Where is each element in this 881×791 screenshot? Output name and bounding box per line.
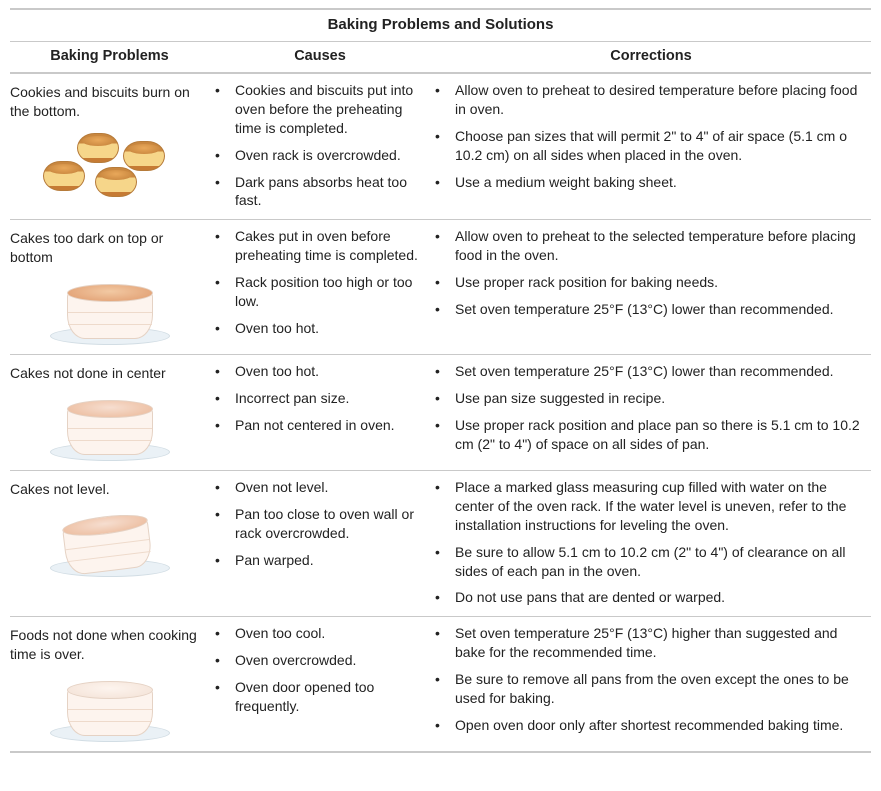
corrections-list: Allow oven to preheat to desired tempera… — [435, 81, 867, 191]
list-item: Do not use pans that are dented or warpe… — [435, 588, 867, 607]
table-row: Cakes not level. Oven not level. Pan too c… — [10, 471, 871, 617]
list-item: Use pan size suggested in recipe. — [435, 389, 867, 408]
list-item: Choose pan sizes that will permit 2" to … — [435, 127, 867, 165]
problem-illustration — [10, 672, 209, 742]
list-item: Use proper rack position for baking need… — [435, 273, 867, 292]
list-item: Pan too close to oven wall or rack overc… — [215, 505, 425, 543]
problem-illustration — [10, 275, 209, 345]
problem-text: Cakes too dark on top or bottom — [10, 227, 209, 267]
list-item: Pan warped. — [215, 551, 425, 570]
list-item: Set oven temperature 25°F (13°C) higher … — [435, 624, 867, 662]
table-row: Cookies and biscuits burn on the bottom.… — [10, 74, 871, 220]
causes-list: Oven too cool. Oven overcrowded. Oven door… — [215, 624, 425, 716]
problem-illustration — [10, 391, 209, 461]
table-row: Cakes too dark on top or bottomCakes put… — [10, 220, 871, 355]
list-item: Oven too cool. — [215, 624, 425, 643]
causes-list: Oven not level. Pan too close to oven wal… — [215, 478, 425, 570]
causes-list: Cookies and biscuits put into oven befor… — [215, 81, 425, 210]
problem-illustration — [10, 129, 209, 199]
problem-illustration — [10, 507, 209, 577]
list-item: Place a marked glass measuring cup fille… — [435, 478, 867, 535]
biscuits-icon — [35, 133, 185, 199]
list-item: Set oven temperature 25°F (13°C) lower t… — [435, 362, 867, 381]
list-item: Allow oven to preheat to the selected te… — [435, 227, 867, 265]
list-item: Dark pans absorbs heat too fast. — [215, 173, 425, 211]
problem-text: Cookies and biscuits burn on the bottom. — [10, 81, 209, 121]
list-item: Rack position too high or too low. — [215, 273, 425, 311]
list-item: Open oven door only after shortest recom… — [435, 716, 867, 735]
list-item: Oven not level. — [215, 478, 425, 497]
table-row: Foods not done when cooking time is over… — [10, 617, 871, 753]
header-causes: Causes — [215, 42, 435, 72]
list-item: Set oven temperature 25°F (13°C) lower t… — [435, 300, 867, 319]
list-item: Oven rack is overcrowded. — [215, 146, 425, 165]
problem-text: Cakes not level. — [10, 478, 209, 499]
table-title: Baking Problems and Solutions — [10, 8, 871, 42]
list-item: Be sure to remove all pans from the oven… — [435, 670, 867, 708]
causes-list: Oven too hot. Incorrect pan size. Pan not … — [215, 362, 425, 435]
list-item: Pan not centered in oven. — [215, 416, 425, 435]
problem-text: Cakes not done in center — [10, 362, 209, 383]
list-item: Cookies and biscuits put into oven befor… — [215, 81, 425, 138]
list-item: Use a medium weight baking sheet. — [435, 173, 867, 192]
cake-icon — [45, 391, 175, 461]
problem-text: Foods not done when cooking time is over… — [10, 624, 209, 664]
list-item: Incorrect pan size. — [215, 389, 425, 408]
header-problems: Baking Problems — [10, 42, 215, 72]
table-body: Cookies and biscuits burn on the bottom.… — [10, 74, 871, 753]
list-item: Oven door opened too frequently. — [215, 678, 425, 716]
header-corrections: Corrections — [435, 42, 871, 72]
list-item: Oven too hot. — [215, 362, 425, 381]
list-item: Be sure to allow 5.1 cm to 10.2 cm (2" t… — [435, 543, 867, 581]
list-item: Oven too hot. — [215, 319, 425, 338]
corrections-list: Set oven temperature 25°F (13°C) higher … — [435, 624, 867, 734]
table-row: Cakes not done in center Oven too hot. Inc… — [10, 355, 871, 471]
cake-icon — [45, 672, 175, 742]
corrections-list: Allow oven to preheat to the selected te… — [435, 227, 867, 319]
corrections-list: Place a marked glass measuring cup fille… — [435, 478, 867, 607]
cake-icon — [45, 275, 175, 345]
corrections-list: Set oven temperature 25°F (13°C) lower t… — [435, 362, 867, 454]
list-item: Cakes put in oven before preheating time… — [215, 227, 425, 265]
cake-icon — [45, 507, 175, 577]
list-item: Allow oven to preheat to desired tempera… — [435, 81, 867, 119]
list-item: Use proper rack position and place pan s… — [435, 416, 867, 454]
list-item: Oven overcrowded. — [215, 651, 425, 670]
causes-list: Cakes put in oven before preheating time… — [215, 227, 425, 337]
table-header-row: Baking Problems Causes Corrections — [10, 42, 871, 74]
